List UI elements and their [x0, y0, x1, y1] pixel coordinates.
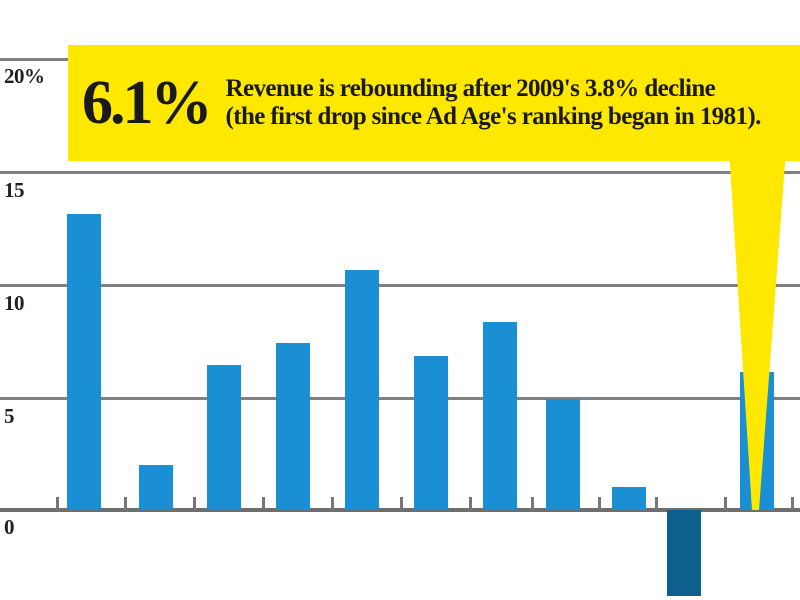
ytick-label-20: 20%	[4, 64, 45, 88]
callout-line-1: Revenue is rebounding after 2009's 3.8% …	[225, 74, 716, 102]
callout-box: 6.1% Revenue is rebounding after 2009's …	[68, 45, 800, 161]
bar-1[interactable]	[67, 213, 101, 510]
bar-11-highlighted[interactable]	[740, 372, 774, 510]
callout-line-2: (the first drop since Ad Age's ranking b…	[225, 103, 762, 130]
x-tick	[598, 497, 601, 510]
bar-6[interactable]	[414, 356, 448, 510]
callout-text: Revenue is rebounding after 2009's 3.8% …	[225, 74, 762, 132]
ytick-label-15: 15	[4, 178, 25, 202]
bar-8[interactable]	[546, 399, 580, 510]
gridline-15	[0, 171, 800, 174]
bar-2[interactable]	[139, 464, 173, 510]
x-tick	[400, 497, 403, 510]
x-tick	[124, 497, 127, 510]
bar-7[interactable]	[483, 322, 517, 510]
x-tick	[331, 497, 334, 510]
bar-9[interactable]	[612, 487, 646, 510]
bar-5[interactable]	[345, 270, 379, 510]
bar-10-negative[interactable]	[667, 510, 701, 596]
x-tick	[791, 497, 794, 510]
x-tick	[655, 497, 658, 510]
x-tick	[724, 497, 727, 510]
ytick-label-5: 5	[4, 404, 15, 428]
bar-4[interactable]	[276, 342, 310, 510]
ytick-label-0: 0	[4, 515, 15, 539]
x-tick	[469, 497, 472, 510]
ytick-label-10: 10	[4, 291, 25, 315]
x-tick	[56, 497, 59, 510]
gridline-5	[0, 397, 800, 400]
x-tick	[531, 497, 534, 510]
x-tick	[193, 497, 196, 510]
bar-3[interactable]	[207, 365, 241, 510]
gridline-10	[0, 284, 800, 287]
callout-figure: 6.1%	[82, 69, 212, 137]
axis-zero-line	[0, 508, 800, 512]
x-tick	[262, 497, 265, 510]
